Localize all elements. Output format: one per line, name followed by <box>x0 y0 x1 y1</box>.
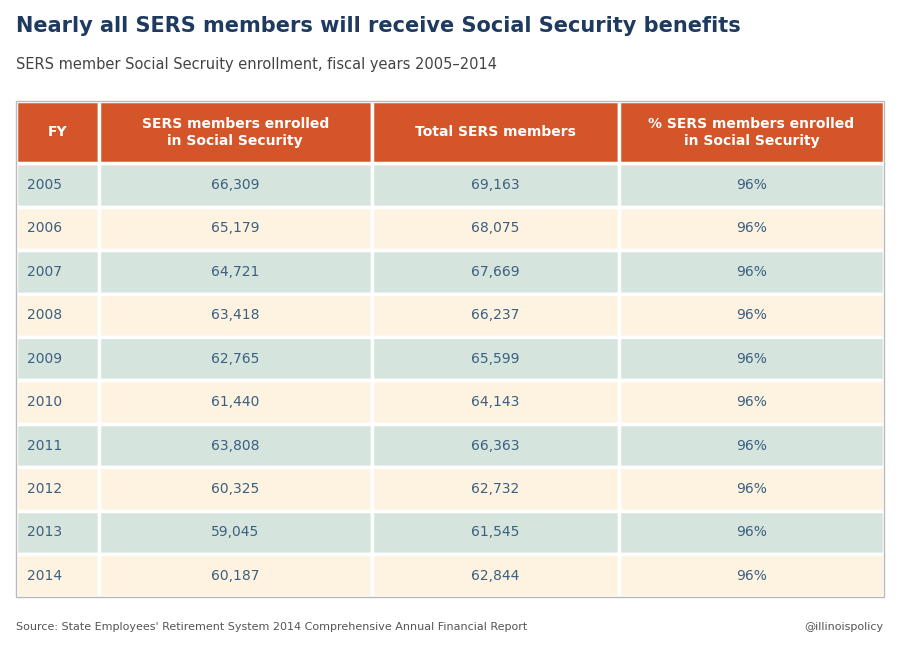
Text: 66,237: 66,237 <box>472 308 519 322</box>
Text: FY: FY <box>48 125 68 139</box>
Text: 61,440: 61,440 <box>212 395 259 409</box>
Text: 67,669: 67,669 <box>472 265 520 279</box>
Text: Nearly all SERS members will receive Social Security benefits: Nearly all SERS members will receive Soc… <box>16 16 741 37</box>
Text: 64,143: 64,143 <box>472 395 519 409</box>
Text: 2010: 2010 <box>27 395 62 409</box>
Text: 96%: 96% <box>736 526 767 539</box>
Text: 62,765: 62,765 <box>212 352 259 366</box>
Text: 2011: 2011 <box>27 439 62 453</box>
Text: 61,545: 61,545 <box>472 526 519 539</box>
Text: 2012: 2012 <box>27 482 62 496</box>
Text: 2014: 2014 <box>27 569 62 582</box>
Text: 2013: 2013 <box>27 526 62 539</box>
Text: SERS member Social Secruity enrollment, fiscal years 2005–2014: SERS member Social Secruity enrollment, … <box>16 57 497 72</box>
Text: 63,808: 63,808 <box>211 439 259 453</box>
Text: 62,844: 62,844 <box>472 569 519 582</box>
Text: 2009: 2009 <box>27 352 62 366</box>
Text: @illinoispolicy: @illinoispolicy <box>805 622 884 631</box>
Text: 2008: 2008 <box>27 308 62 322</box>
Text: Source: State Employees' Retirement System 2014 Comprehensive Annual Financial R: Source: State Employees' Retirement Syst… <box>16 622 527 631</box>
Text: 60,325: 60,325 <box>212 482 259 496</box>
Text: 66,309: 66,309 <box>211 178 259 192</box>
Text: 96%: 96% <box>736 265 767 279</box>
Text: 65,179: 65,179 <box>211 221 259 235</box>
Text: 96%: 96% <box>736 221 767 235</box>
Text: 63,418: 63,418 <box>211 308 259 322</box>
Text: 96%: 96% <box>736 395 767 409</box>
Text: 66,363: 66,363 <box>472 439 520 453</box>
Text: 62,732: 62,732 <box>472 482 519 496</box>
Text: 2007: 2007 <box>27 265 62 279</box>
Text: 96%: 96% <box>736 178 767 192</box>
Text: % SERS members enrolled
in Social Security: % SERS members enrolled in Social Securi… <box>648 117 855 148</box>
Text: 64,721: 64,721 <box>212 265 259 279</box>
Text: Total SERS members: Total SERS members <box>415 125 576 139</box>
Text: SERS members enrolled
in Social Security: SERS members enrolled in Social Security <box>141 117 328 148</box>
Text: 96%: 96% <box>736 439 767 453</box>
Text: 59,045: 59,045 <box>212 526 259 539</box>
Text: 65,599: 65,599 <box>472 352 520 366</box>
Text: 96%: 96% <box>736 352 767 366</box>
Text: 96%: 96% <box>736 482 767 496</box>
Text: 69,163: 69,163 <box>472 178 520 192</box>
Text: 60,187: 60,187 <box>211 569 259 582</box>
Text: 2005: 2005 <box>27 178 62 192</box>
Text: 96%: 96% <box>736 308 767 322</box>
Text: 96%: 96% <box>736 569 767 582</box>
Text: 2006: 2006 <box>27 221 62 235</box>
Text: 68,075: 68,075 <box>472 221 519 235</box>
